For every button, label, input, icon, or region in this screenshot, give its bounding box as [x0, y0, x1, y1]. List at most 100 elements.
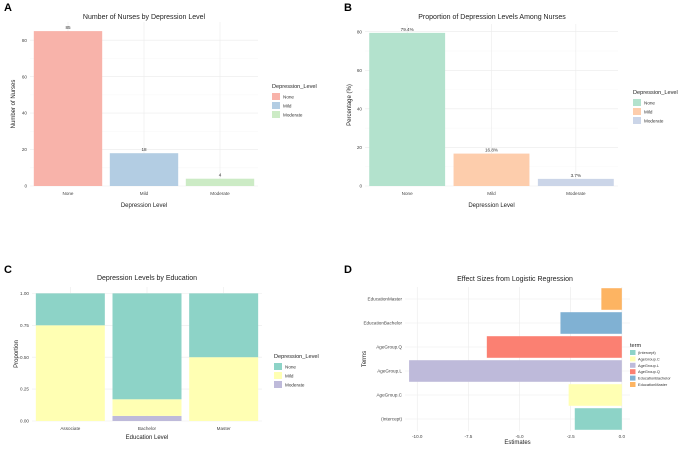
bar-intercept	[574, 408, 622, 430]
y-tick-label: 0	[24, 184, 27, 189]
bar-agegroup-c	[568, 384, 622, 406]
legend-label-agegroup-q: AgeGroup.Q	[638, 369, 660, 374]
y-tick-label: 20	[22, 147, 28, 152]
chart-title: Proportion of Depression Levels Among Nu…	[418, 14, 566, 21]
data-label-none: 85	[65, 25, 71, 30]
y-tick-label: 40	[22, 111, 28, 116]
legend-swatch-educationbachelor	[630, 375, 636, 381]
legend-label-mild: Mild	[283, 103, 292, 108]
legend-swatch-none	[274, 363, 282, 370]
data-label-moderate: 3.7%	[571, 173, 581, 178]
y-tick-label: (Intercept)	[381, 417, 402, 422]
legend: Depression_Level None Mild Moderate	[633, 90, 678, 124]
x-tick-label: -5.0	[516, 434, 524, 439]
legend-title: term	[630, 343, 642, 349]
x-tick-label: Mild	[487, 191, 496, 196]
x-tick-label: Moderate	[566, 191, 586, 196]
legend: Depression_Level None Mild Moderate	[274, 354, 319, 388]
legend-label-moderate: Moderate	[285, 382, 305, 387]
legend-label-none: None	[283, 94, 294, 99]
legend-swatch-none	[272, 93, 280, 100]
y-tick-label: 80	[22, 38, 28, 43]
chart-c: 0.00 0.25 0.50 0.75 1.00 Associate Bachelor Mas…	[14, 275, 319, 441]
legend-label-agegroup-l: AgeGroup.L	[638, 363, 660, 368]
legend-swatch-moderate	[274, 381, 282, 388]
legend-swatch-educationmaster	[630, 382, 636, 387]
x-tick-label: Moderate	[210, 191, 230, 196]
bar-segment-master-none	[189, 293, 259, 358]
x-tick-label: Associate	[60, 426, 80, 431]
legend-swatch-agegroup-l	[630, 362, 636, 368]
y-tick-label: 0.00	[20, 419, 29, 424]
y-tick-label: AgeGroup.L	[377, 369, 402, 374]
chart-d: -10.0 -7.5 -5.0 -2.5 0.0(Intercept)AgeGroup.…	[362, 276, 671, 446]
y-tick-label: EducationBachelor	[363, 321, 402, 326]
y-tick-label: 0.75	[20, 323, 29, 328]
bar-educationmaster	[601, 288, 622, 310]
chart-a: 0 20 40 60 80 85 None 18 Mild 4 Moderate Number of …	[11, 14, 317, 209]
legend-swatch-agegroup-c	[630, 356, 636, 362]
legend-swatch-moderate	[633, 117, 641, 124]
x-axis-label: Depression Level	[468, 203, 514, 209]
bar-agegroup-q	[486, 336, 622, 358]
legend-label-moderate: Moderate	[283, 112, 303, 117]
x-tick-label: -7.5	[464, 434, 472, 439]
x-tick-label: Bachelor	[138, 426, 157, 431]
y-tick-label: 40	[357, 106, 363, 111]
bar-moderate	[537, 178, 614, 186]
y-tick-label: AgeGroup.Q	[376, 345, 402, 350]
y-tick-label: EducationMaster	[368, 297, 403, 302]
bar-agegroup-l	[409, 360, 622, 382]
panel-letter-b: B	[344, 2, 352, 14]
panel-letter-d: D	[344, 264, 352, 276]
x-tick-label: None	[63, 191, 74, 196]
legend-swatch-mild	[633, 108, 641, 115]
bar-mild	[109, 153, 179, 186]
legend: Depression_Level None Mild Moderate	[272, 84, 317, 118]
legend-title: Depression_Level	[274, 354, 319, 360]
y-tick-label: 1.00	[20, 291, 29, 296]
y-axis-label: Terms	[362, 351, 368, 367]
legend-label-mild: Mild	[644, 109, 653, 114]
legend-label-intercept: (Intercept)	[638, 350, 656, 355]
x-axis-label: Estimates	[504, 440, 530, 446]
y-tick-label: 0.50	[20, 355, 29, 360]
y-tick-label: AgeGroup.C	[376, 393, 402, 398]
bar-segment-bachelor-mild	[112, 399, 182, 416]
legend-label-mild: Mild	[285, 373, 294, 378]
data-label-mild: 16.8%	[485, 148, 498, 153]
legend-swatch-none	[633, 99, 641, 106]
x-tick-label: 0.0	[619, 434, 626, 439]
data-label-mild: 18	[141, 147, 147, 152]
bar-segment-bachelor-none	[112, 293, 182, 400]
legend-swatch-mild	[274, 372, 282, 379]
chart-title: Number of Nurses by Depression Level	[83, 14, 206, 21]
y-tick-label: 80	[357, 29, 363, 34]
legend-swatch-mild	[272, 102, 280, 109]
bar-segment-master-mild	[189, 357, 259, 421]
y-tick-label: 0	[359, 184, 362, 189]
panel-letter-c: C	[4, 264, 12, 276]
legend-label-agegroup-c: AgeGroup.C	[638, 356, 660, 361]
x-axis-label: Education Level	[126, 435, 169, 441]
bar-segment-bachelor-moderate	[112, 415, 182, 421]
legend-title: Depression_Level	[633, 90, 678, 96]
bar-mild	[453, 153, 530, 186]
bar-none	[33, 31, 103, 186]
x-tick-label: Mild	[140, 191, 149, 196]
legend: term(Intercept)AgeGroup.C AgeGroup.LAgeGr…	[630, 343, 671, 387]
chart-b: 0 20 40 60 80 79.4% None 16.8% Mild 3.7% Moderate P…	[347, 14, 678, 209]
x-tick-label: -10.0	[412, 434, 423, 439]
legend-label-educationmaster: EducationMaster	[638, 382, 668, 387]
bar-segment-associate-mild	[35, 325, 105, 421]
chart-title: Depression Levels by Education	[97, 275, 197, 282]
legend-label-none: None	[285, 364, 296, 369]
data-label-none: 79.4%	[401, 27, 414, 32]
legend-swatch-moderate	[272, 111, 280, 118]
y-tick-label: 0.25	[20, 387, 29, 392]
data-label-moderate: 4	[219, 173, 222, 178]
y-axis-label: Proportion	[14, 340, 20, 368]
bar-educationbachelor	[560, 312, 622, 334]
legend-label-moderate: Moderate	[644, 118, 664, 123]
